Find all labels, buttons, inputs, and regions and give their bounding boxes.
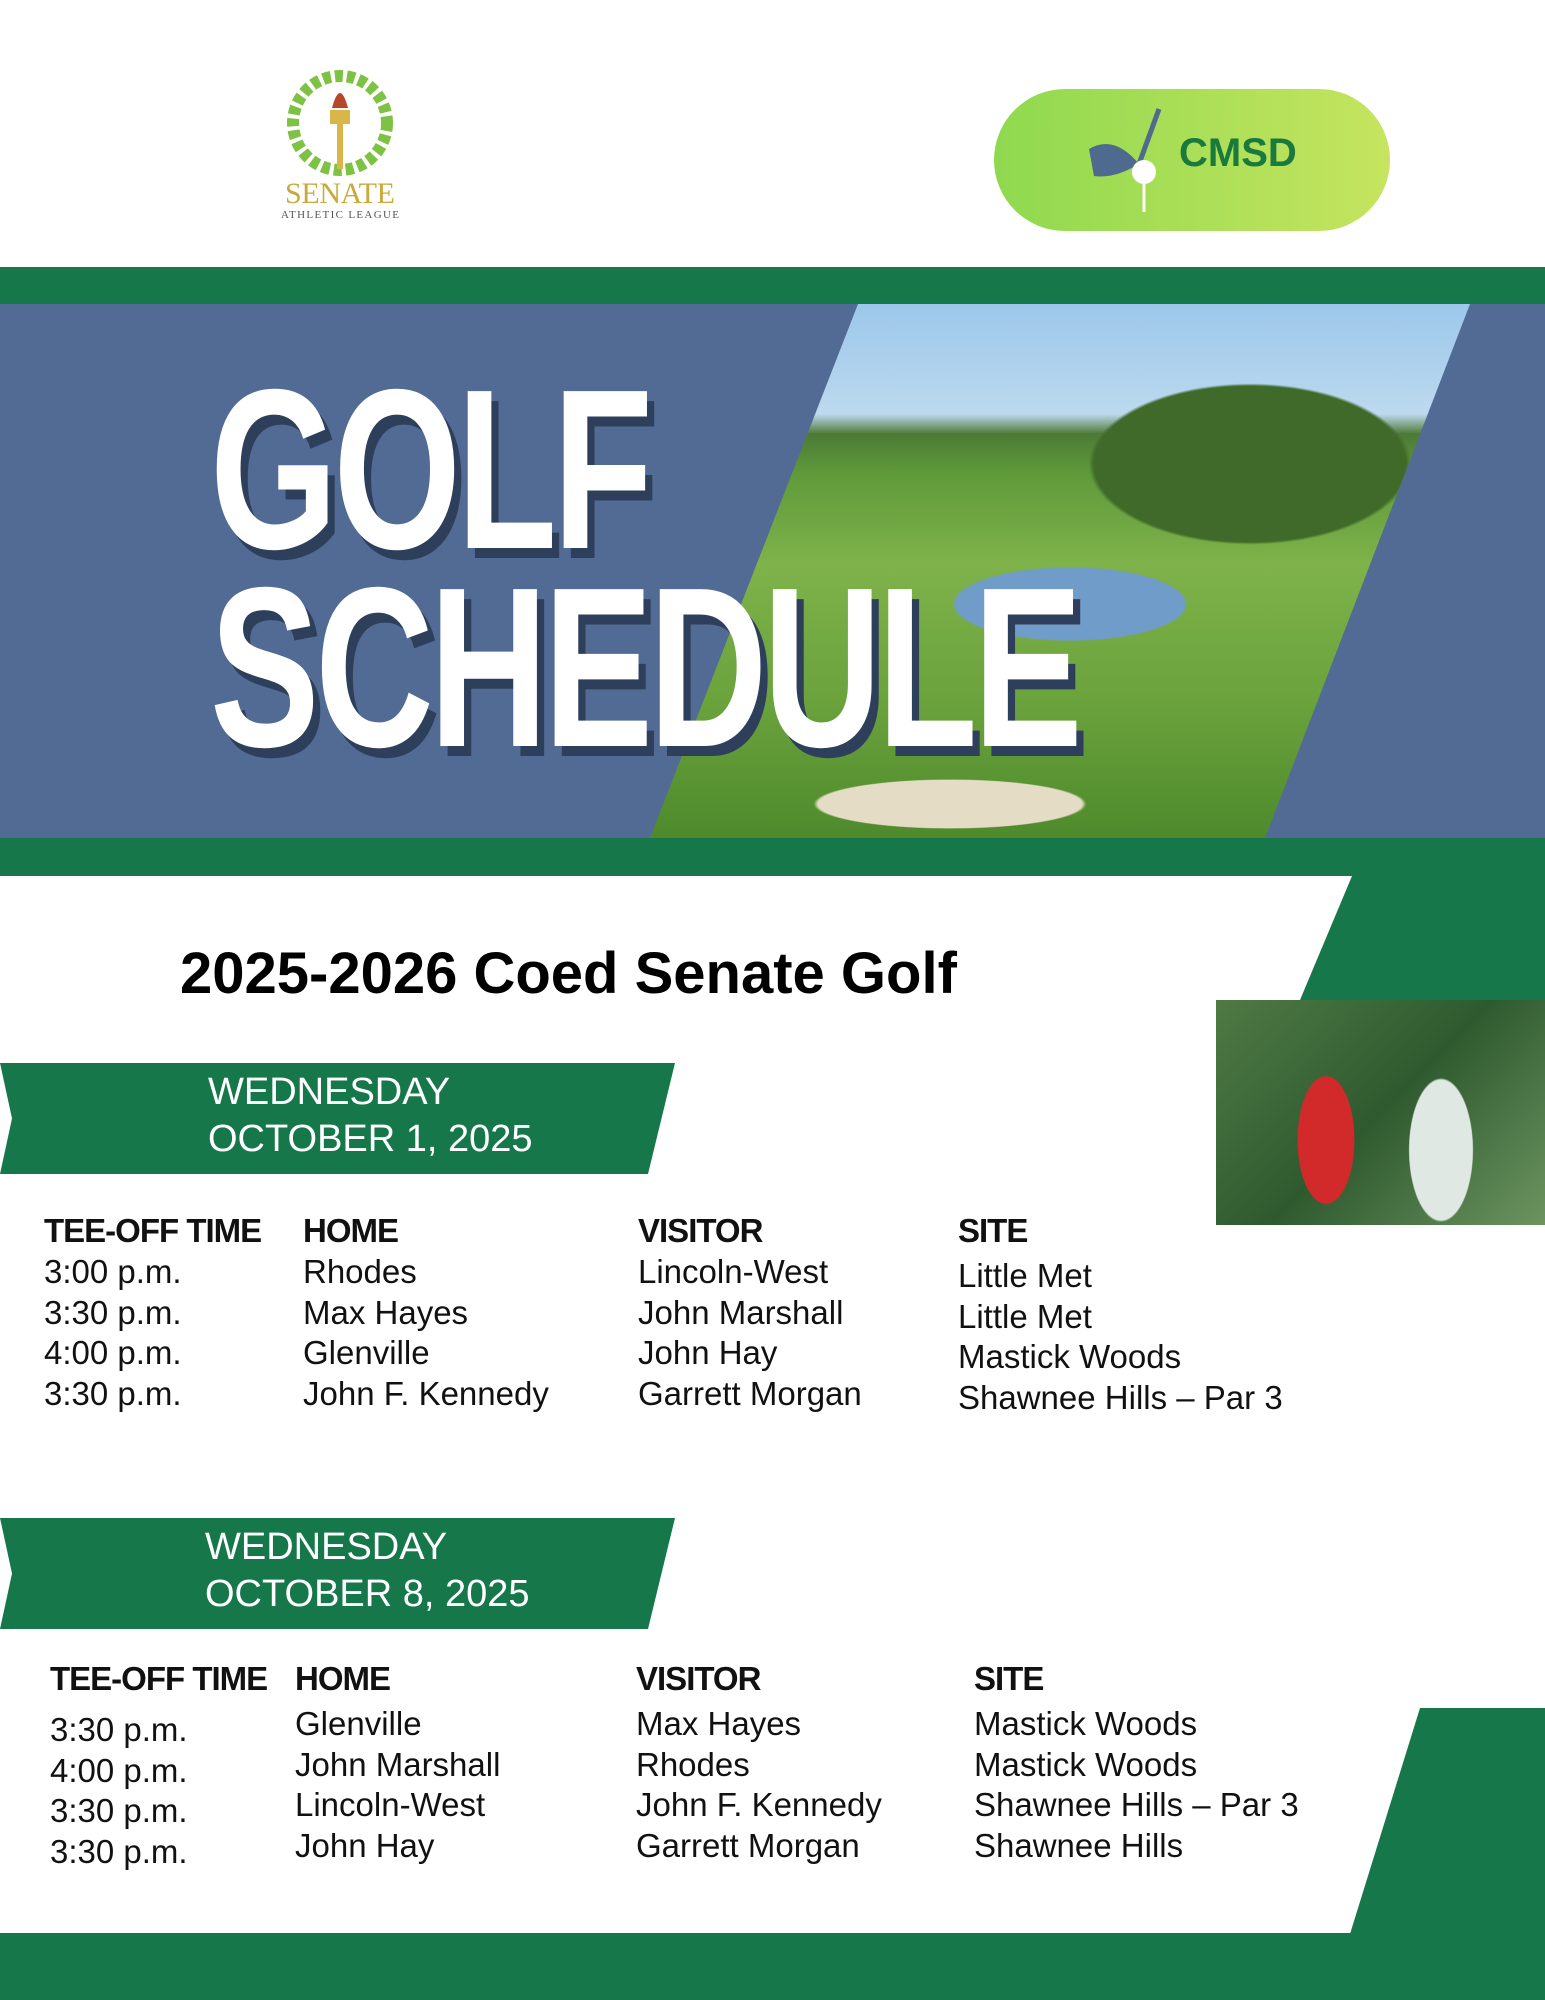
mid-green-band: [0, 838, 1545, 876]
header-visitor: VISITOR: [636, 1660, 761, 1697]
week-date: OCTOBER 1, 2025: [208, 1118, 533, 1160]
svg-text:SENATE: SENATE: [285, 177, 395, 210]
site: Shawnee Hills: [974, 1826, 1184, 1864]
header-visitor: VISITOR: [638, 1212, 763, 1249]
home-team: Max Hayes: [303, 1293, 469, 1331]
bottom-corner-decoration: [1350, 1708, 1545, 1934]
cmsd-logo: CMSD: [994, 89, 1390, 231]
visitor-team: John Marshall: [638, 1293, 844, 1331]
home-team: Glenville: [295, 1705, 422, 1742]
header-site: SITE: [958, 1212, 1028, 1249]
title-golf: GOLF: [210, 343, 653, 597]
site: Mastick Woods: [974, 1705, 1198, 1742]
home-team: John F. Kennedy: [303, 1374, 549, 1412]
tee-off-time: 4:00 p.m.: [50, 1751, 188, 1789]
visitor-team: Garrett Morgan: [636, 1826, 860, 1864]
bottom-green-band: [0, 1933, 1545, 2000]
cmsd-label: CMSD: [1179, 131, 1297, 175]
page-heading: 2025-2026 Coed Senate Golf: [180, 941, 957, 1006]
torch-wreath-icon: SENATE ATHLETIC LEAGUE: [281, 70, 399, 221]
site: Shawnee Hills – Par 3: [974, 1786, 1299, 1823]
home-team: Lincoln-West: [295, 1786, 486, 1823]
visitor-team: Lincoln-West: [638, 1253, 829, 1290]
header-site: SITE: [974, 1660, 1044, 1697]
visitor-team: John F. Kennedy: [636, 1786, 882, 1823]
visitor-team: Garrett Morgan: [638, 1374, 862, 1412]
week-day: WEDNESDAY: [208, 1071, 451, 1113]
top-green-band: [0, 267, 1545, 305]
tee-off-time: 4:00 p.m.: [44, 1334, 182, 1371]
visitor-team: John Hay: [638, 1334, 778, 1371]
tee-off-time: 3:30 p.m.: [50, 1792, 188, 1829]
site: Mastick Woods: [958, 1338, 1182, 1375]
tee-off-time: 3:30 p.m.: [44, 1374, 182, 1412]
header-tee-off: TEE-OFF TIME: [44, 1212, 262, 1249]
senate-athletic-league-logo: SENATE ATHLETIC LEAGUE: [270, 68, 410, 233]
visitor-team: Max Hayes: [636, 1705, 802, 1742]
home-team: John Hay: [295, 1826, 435, 1864]
tee-off-time: 3:30 p.m.: [44, 1293, 182, 1331]
golfers-photo: [1216, 1000, 1545, 1225]
visitor-team: Rhodes: [636, 1745, 750, 1783]
home-team: Glenville: [303, 1334, 430, 1371]
home-team: John Marshall: [295, 1745, 501, 1783]
home-team: Rhodes: [303, 1253, 417, 1290]
corner-decoration: [1300, 876, 1545, 1000]
site: Shawnee Hills – Par 3: [958, 1378, 1283, 1416]
week-day: WEDNESDAY: [205, 1526, 448, 1568]
svg-text:ATHLETIC LEAGUE: ATHLETIC LEAGUE: [281, 209, 399, 221]
header-home: HOME: [295, 1660, 391, 1697]
date-banner-week-2: WEDNESDAY OCTOBER 8, 2025: [0, 1518, 675, 1629]
week-date: OCTOBER 8, 2025: [205, 1573, 530, 1615]
title-schedule: SCHEDULE: [210, 541, 1083, 795]
date-banner-week-1: WEDNESDAY OCTOBER 1, 2025: [0, 1063, 675, 1174]
header-home: HOME: [303, 1212, 399, 1249]
golf-club-icon: [1089, 108, 1162, 212]
site: Little Met: [958, 1257, 1092, 1294]
header-tee-off: TEE-OFF TIME: [50, 1660, 268, 1697]
tee-off-time: 3:30 p.m.: [50, 1832, 188, 1870]
site: Mastick Woods: [974, 1745, 1198, 1783]
hero-banner: GOLF SCHEDULE: [0, 304, 1545, 838]
tee-off-time: 3:00 p.m.: [44, 1253, 182, 1290]
site: Little Met: [958, 1297, 1092, 1335]
tee-off-time: 3:30 p.m.: [50, 1711, 188, 1748]
